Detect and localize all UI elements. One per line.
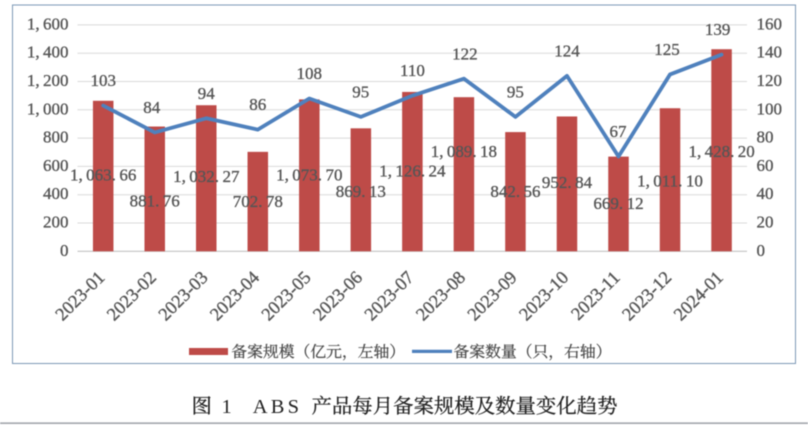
svg-text:ABS: ABS bbox=[253, 396, 302, 418]
svg-text:108: 108 bbox=[297, 64, 323, 83]
svg-text:125: 125 bbox=[654, 40, 680, 59]
svg-text:0: 0 bbox=[757, 241, 766, 260]
svg-text:95: 95 bbox=[507, 83, 524, 102]
svg-text:67: 67 bbox=[610, 122, 628, 141]
svg-text:139: 139 bbox=[705, 20, 731, 39]
svg-text:120: 120 bbox=[757, 71, 783, 90]
svg-text:40: 40 bbox=[757, 184, 774, 203]
svg-text:1, 000: 1, 000 bbox=[27, 99, 69, 118]
svg-text:1, 428. 20: 1, 428. 20 bbox=[688, 142, 754, 161]
svg-text:86: 86 bbox=[249, 95, 266, 114]
svg-text:95: 95 bbox=[352, 83, 369, 102]
svg-text:20: 20 bbox=[757, 213, 774, 232]
svg-text:94: 94 bbox=[198, 84, 216, 103]
svg-text:669. 12: 669. 12 bbox=[593, 194, 643, 213]
svg-text:200: 200 bbox=[43, 213, 69, 232]
svg-text:400: 400 bbox=[43, 184, 69, 203]
svg-text:1, 032. 27: 1, 032. 27 bbox=[173, 167, 240, 186]
svg-text:100: 100 bbox=[757, 99, 783, 118]
svg-text:1, 126. 24: 1, 126. 24 bbox=[379, 162, 446, 181]
svg-text:0: 0 bbox=[60, 241, 69, 260]
svg-text:1, 200: 1, 200 bbox=[27, 71, 69, 90]
svg-text:952. 84: 952. 84 bbox=[542, 173, 593, 192]
svg-text:103: 103 bbox=[90, 71, 116, 90]
svg-text:1, 089. 18: 1, 089. 18 bbox=[431, 142, 497, 161]
svg-text:869. 13: 869. 13 bbox=[336, 182, 386, 201]
svg-text:1, 063. 66: 1, 063. 66 bbox=[70, 166, 136, 185]
svg-text:1, 073. 70: 1, 073. 70 bbox=[276, 166, 342, 185]
svg-text:140: 140 bbox=[757, 43, 783, 62]
svg-text:80: 80 bbox=[757, 128, 774, 147]
svg-text:60: 60 bbox=[757, 156, 774, 175]
svg-text:110: 110 bbox=[400, 61, 425, 80]
svg-text:84: 84 bbox=[143, 98, 161, 117]
svg-text:800: 800 bbox=[43, 128, 69, 147]
svg-text:881. 76: 881. 76 bbox=[130, 192, 180, 211]
svg-text:600: 600 bbox=[43, 156, 69, 175]
svg-text:1, 400: 1, 400 bbox=[27, 43, 69, 62]
svg-text:1, 600: 1, 600 bbox=[27, 14, 69, 33]
svg-text:122: 122 bbox=[452, 44, 478, 63]
svg-text:842. 56: 842. 56 bbox=[490, 182, 540, 201]
svg-text:160: 160 bbox=[757, 14, 783, 33]
svg-text:124: 124 bbox=[554, 41, 580, 60]
svg-text:702. 78: 702. 78 bbox=[233, 192, 283, 211]
svg-text:1, 011. 10: 1, 011. 10 bbox=[637, 172, 703, 191]
svg-text:1: 1 bbox=[222, 396, 232, 418]
